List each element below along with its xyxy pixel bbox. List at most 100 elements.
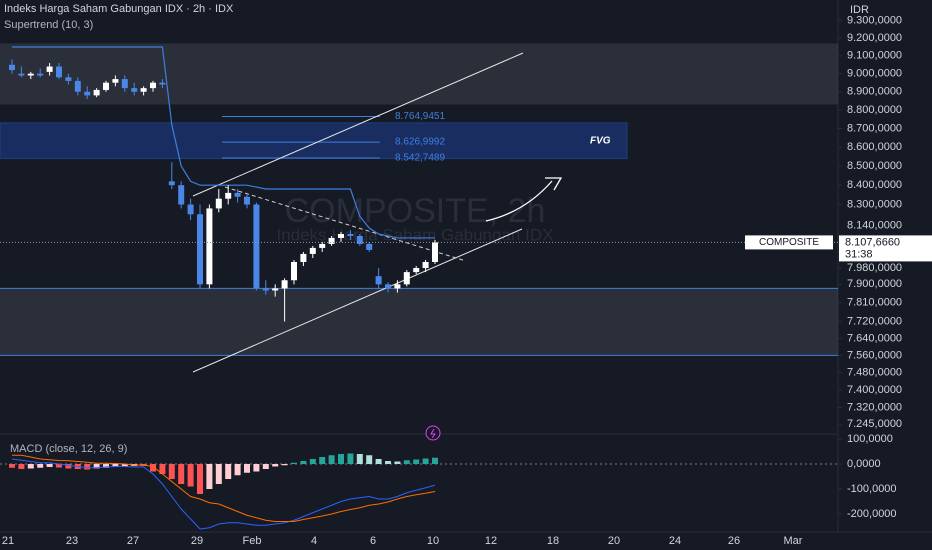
x-tick-label: 23 xyxy=(66,535,78,547)
candle-body xyxy=(309,247,316,254)
macd-histogram-bar xyxy=(159,464,166,474)
candle-body xyxy=(56,66,62,78)
arrow-head xyxy=(545,177,563,191)
macd-histogram-bar xyxy=(27,464,34,469)
macd-histogram-bar xyxy=(178,464,185,484)
macd-histogram-bar xyxy=(347,453,354,464)
y-tick-label: 7.900,0000 xyxy=(847,278,902,290)
macd-histogram-bar xyxy=(309,459,316,464)
y-tick-label: 7.980,0000 xyxy=(847,262,902,274)
macd-histogram-bar xyxy=(234,464,241,476)
candle-body xyxy=(432,242,438,262)
candle-body xyxy=(93,89,100,96)
x-tick-label: 24 xyxy=(669,535,681,547)
macd-histogram-bar xyxy=(168,464,175,479)
channel-lower xyxy=(192,228,523,373)
candle-body xyxy=(46,66,53,72)
macd-histogram-bar xyxy=(37,464,44,468)
candle-body xyxy=(347,233,354,236)
drawings xyxy=(192,52,563,373)
y-tick-label: 7.400,0000 xyxy=(847,384,902,396)
plot xyxy=(0,46,838,530)
y-tick-label: 8.600,0000 xyxy=(847,141,902,153)
y-tick-label: 8.300,0000 xyxy=(847,198,902,210)
macd-y-tick-label: -100,0000 xyxy=(847,483,897,495)
y-tick-label: 9.000,0000 xyxy=(847,68,902,80)
candle-body xyxy=(131,88,138,92)
event-icon xyxy=(425,425,441,441)
y-tick-label: 7.560,0000 xyxy=(847,349,902,361)
fvg-label: FVG xyxy=(590,135,611,146)
candle-body xyxy=(300,253,307,262)
candle-body xyxy=(121,79,128,89)
x-tick-label: 4 xyxy=(311,535,317,547)
macd-histogram-bar xyxy=(65,464,72,469)
y-tick-label: 8.800,0000 xyxy=(847,104,902,116)
macd-histogram-bar xyxy=(46,464,53,467)
macd-histogram-bar xyxy=(394,461,401,464)
candle-body xyxy=(422,261,429,269)
candle-body xyxy=(9,64,15,71)
candle-body xyxy=(356,235,363,244)
macd-signal xyxy=(12,454,436,522)
fvg-level-label: 8.764,9451 xyxy=(395,111,445,122)
macd-histogram-bar xyxy=(356,454,363,464)
candle-body xyxy=(291,261,297,281)
supertrend-line xyxy=(12,46,435,239)
candle-body xyxy=(103,82,109,90)
macd-histogram-bar xyxy=(197,464,203,494)
currency: IDR xyxy=(850,4,869,16)
macd-histogram-bar xyxy=(338,454,344,464)
macd-y-tick-label: -200,0000 xyxy=(847,508,897,520)
candle-body xyxy=(27,73,34,76)
x-tick-label: 12 xyxy=(485,535,497,547)
macd-histogram-bar xyxy=(56,464,62,468)
last-price-label: 8.107,6660 xyxy=(845,236,900,248)
macd-y-tick-label: 100,0000 xyxy=(847,433,893,445)
candle-body xyxy=(159,82,166,85)
candle-body xyxy=(206,208,213,285)
fvg-level-label: 8.542,7489 xyxy=(395,153,445,164)
candle-body xyxy=(37,73,44,76)
candle-body xyxy=(197,214,203,285)
x-tick-label: 6 xyxy=(370,535,376,547)
macd-y-tick-label: 0,0000 xyxy=(847,458,881,470)
candle-body xyxy=(262,288,269,291)
x-tick-label: Mar xyxy=(784,535,803,547)
x-tick-label: 26 xyxy=(728,535,740,547)
macd-histogram-bar xyxy=(244,464,250,473)
x-tick-label: 29 xyxy=(191,535,203,547)
y-tick-label: 8.400,0000 xyxy=(847,179,902,191)
y-tick-label: 9.300,0000 xyxy=(847,15,902,27)
x-tick-label: 18 xyxy=(547,535,559,547)
y-tick-label: 9.200,0000 xyxy=(847,32,902,44)
x-tick-label: 10 xyxy=(427,535,439,547)
macd-histogram-bar xyxy=(422,458,429,464)
symbol-label: COMPOSITE xyxy=(759,237,819,248)
macd-histogram-bar xyxy=(103,464,109,468)
candle-body xyxy=(375,276,382,285)
candle-body xyxy=(272,288,279,291)
y-tick-label: 9.100,0000 xyxy=(847,50,902,62)
candle-body xyxy=(366,243,373,250)
macd-histogram-bar xyxy=(432,457,438,464)
candle-body xyxy=(394,284,401,289)
candle-body xyxy=(234,192,241,197)
macd-histogram-bar xyxy=(328,455,335,464)
candle-body xyxy=(281,280,288,289)
macd-title: MACD (close, 12, 26, 9) xyxy=(10,443,127,455)
macd-histogram-bar xyxy=(206,464,213,489)
candle-body xyxy=(84,91,91,96)
arrow xyxy=(485,180,553,222)
last-price-box xyxy=(839,235,932,262)
macd-histogram-bar xyxy=(84,464,91,470)
candle-body xyxy=(413,268,420,273)
candle-body xyxy=(338,233,344,238)
y-tick-label: 7.480,0000 xyxy=(847,367,902,379)
macd-histogram-bar xyxy=(375,459,382,464)
y-tick-label: 7.810,0000 xyxy=(847,297,902,309)
macd-histogram-bar xyxy=(385,461,391,464)
chart-title: Indeks Harga Saham Gabungan IDX · 2h · I… xyxy=(4,3,234,15)
